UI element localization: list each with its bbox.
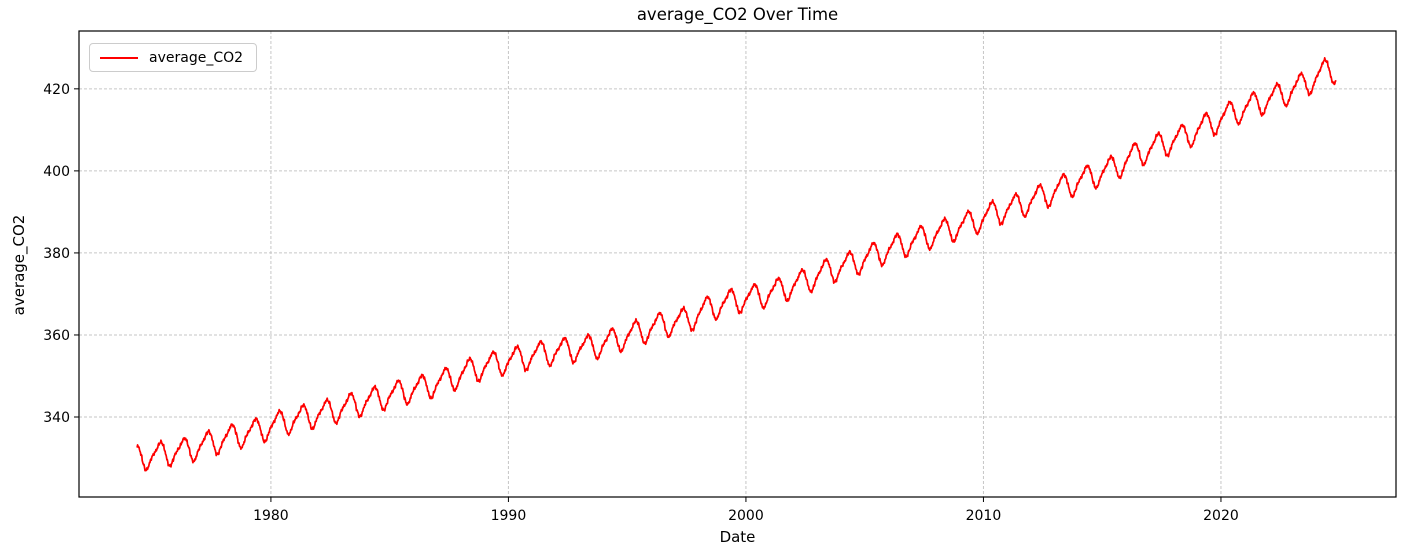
legend-label: average_CO2 [149,49,244,66]
x-tick-label: 2010 [966,508,1002,524]
legend: average_CO2 [89,43,258,72]
data-line-average-co2 [136,57,1337,472]
plot-border [78,30,1397,498]
x-axis-label: Date [719,528,756,546]
x-tick-label: 1980 [253,508,289,524]
y-tick-label: 400 [43,164,70,180]
y-tick-label: 420 [43,82,70,98]
y-tick-label: 340 [43,410,70,426]
y-tick-label: 360 [43,328,70,344]
x-tick-label: 2000 [728,508,764,524]
y-axis-label: average_CO2 [10,214,28,316]
chart-title: average_CO2 Over Time [636,5,839,24]
y-tick-label: 380 [43,246,70,262]
x-tick-label: 1990 [491,508,527,524]
legend-line-swatch-icon [100,56,138,59]
x-tick-label: 2020 [1203,508,1239,524]
